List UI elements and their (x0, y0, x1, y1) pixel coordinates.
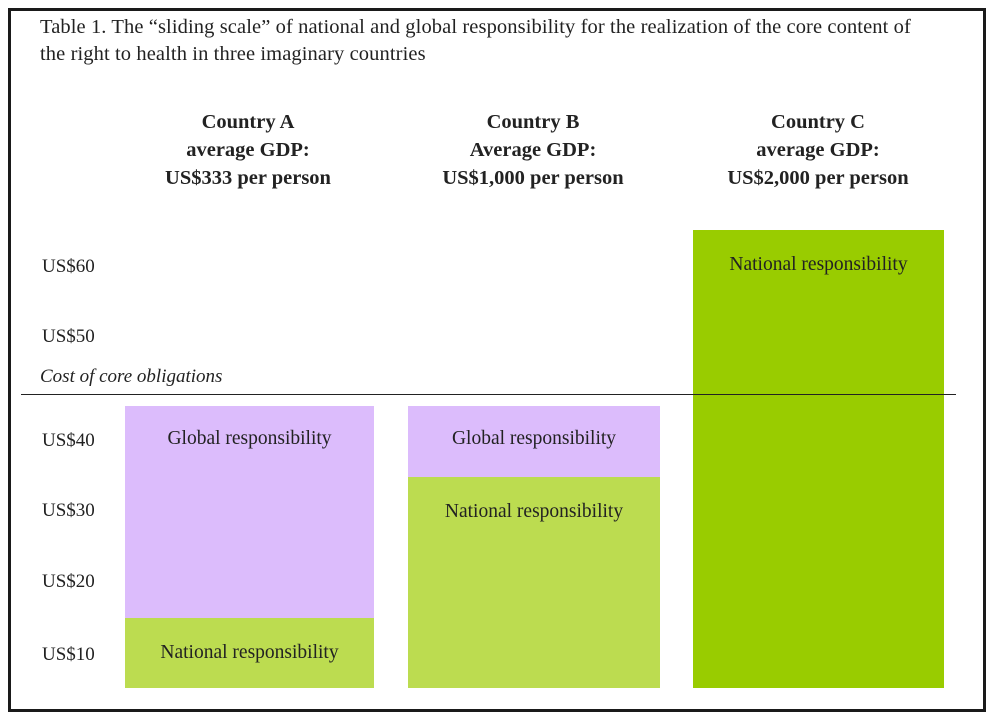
country-a-name: Country A (201, 111, 295, 133)
country-c-national-responsibility-bar: National responsibility (693, 229, 944, 688)
y-tick-label: US$40 (42, 430, 95, 451)
y-tick-label: US$50 (42, 326, 95, 347)
country-a-national-responsibility-bar: National responsibility (125, 617, 374, 688)
country-a-global-responsibility-bar: Global responsibility (125, 406, 374, 618)
threshold-label: Cost of core obligations (40, 366, 223, 387)
y-tick-label: US$10 (42, 644, 95, 665)
table-frame (8, 8, 986, 712)
bar-segment-label: Global responsibility (167, 428, 332, 449)
country-b-header: Country B Average GDP: US$1,000 per pers… (403, 108, 663, 192)
bar-segment-label: National responsibility (160, 642, 339, 663)
y-tick-label: US$20 (42, 571, 95, 592)
country-b-national-responsibility-bar: National responsibility (408, 476, 660, 688)
bar-segment-label: National responsibility (729, 253, 908, 275)
country-c-gdp-value: US$2,000 per person (727, 167, 909, 189)
bar-segment-label: Global responsibility (451, 428, 617, 449)
country-a-gdp-label: average GDP: (186, 139, 310, 161)
table-caption: Table 1. The “sliding scale” of national… (40, 16, 911, 65)
country-b-gdp-value: US$1,000 per person (442, 167, 624, 189)
country-c-header: Country C average GDP: US$2,000 per pers… (688, 108, 948, 192)
country-a-gdp-value: US$333 per person (165, 167, 331, 189)
country-c-name: Country C (771, 111, 865, 133)
country-b-global-responsibility-bar: Global responsibility (408, 406, 660, 477)
country-b-name: Country B (486, 111, 580, 133)
bar-segment-label: National responsibility (444, 500, 624, 522)
threshold-line (21, 394, 956, 395)
country-a-header: Country A average GDP: US$333 per person (118, 108, 378, 192)
y-tick-label: US$60 (42, 256, 95, 277)
y-tick-label: US$30 (42, 500, 95, 521)
country-c-gdp-label: average GDP: (756, 139, 880, 161)
country-b-gdp-label: Average GDP: (469, 139, 597, 161)
